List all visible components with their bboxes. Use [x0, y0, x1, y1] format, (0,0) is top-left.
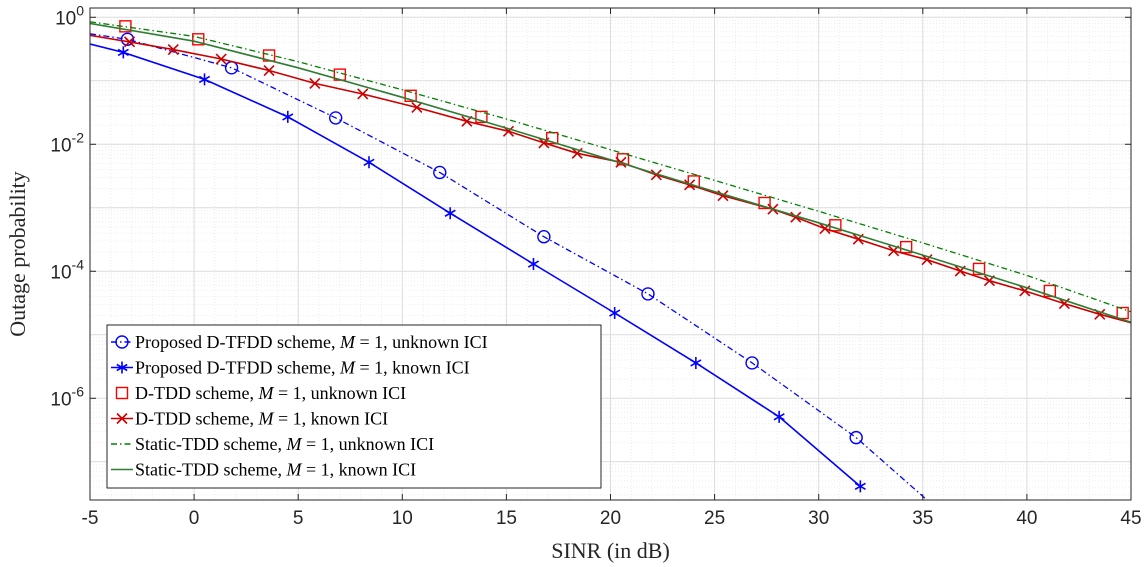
data-point-marker [263, 64, 275, 77]
legend-marker-sample [116, 412, 128, 425]
series-line [90, 21, 1131, 313]
data-point-marker [282, 110, 294, 123]
x-tick-label: 10 [392, 508, 413, 529]
data-point-marker [849, 430, 863, 445]
y-tick-label: 10-2 [50, 129, 84, 156]
data-point-marker [829, 219, 842, 232]
data-point-marker [411, 101, 423, 114]
data-point-marker [328, 111, 343, 125]
x-tick-label: 45 [1120, 508, 1141, 529]
data-point-marker [1043, 284, 1057, 298]
legend-entry-label: Static-TDD scheme, M = 1, known ICI [135, 460, 416, 480]
data-point-marker [433, 165, 447, 180]
data-point-marker [854, 480, 866, 493]
x-tick-label: 25 [704, 508, 725, 529]
data-point-marker [123, 36, 136, 48]
data-point-marker [363, 156, 375, 169]
x-tick-label: 30 [808, 508, 829, 529]
data-point-marker [309, 77, 321, 89]
x-axis-label: SINR (in dB) [551, 538, 670, 563]
data-point-marker [444, 207, 456, 220]
legend-marker-sample [115, 335, 129, 349]
legend-entry-label: Static-TDD scheme, M = 1, unknown ICI [135, 434, 434, 454]
data-point-marker [609, 307, 621, 320]
x-tick-label: 20 [600, 508, 621, 529]
data-point-marker [404, 89, 417, 102]
data-point-marker [972, 262, 986, 276]
series-5 [90, 21, 1131, 313]
data-point-marker [745, 356, 759, 370]
data-point-marker [167, 44, 179, 56]
legend-entry-label: Proposed D-TFDD scheme, M = 1, known ICI [135, 358, 470, 378]
x-tick-label: -5 [82, 508, 99, 529]
data-point-marker [117, 46, 129, 59]
data-point-marker [537, 230, 551, 244]
x-tick-label: 40 [1016, 508, 1037, 529]
data-point-marker [899, 240, 913, 254]
legend-marker-sample [115, 386, 129, 400]
y-tick-label: 10-6 [50, 383, 84, 410]
data-point-marker [650, 169, 662, 181]
data-point-marker [192, 33, 205, 46]
data-point-marker [773, 410, 785, 423]
data-point-marker [538, 137, 550, 149]
ticks: -5 0 5 10 15 20 25 30 35 40 45 100 10-2 10-4 10-6 [50, 2, 1141, 529]
data-point-marker [357, 88, 369, 100]
x-tick-label: 5 [293, 508, 304, 529]
data-point-marker [215, 53, 227, 65]
legend-entry-label: Proposed D-TFDD scheme, M = 1, unknown I… [135, 332, 488, 352]
legend-box [106, 324, 602, 489]
data-point-marker [1116, 306, 1129, 320]
y-tick-label: 100 [55, 2, 84, 29]
x-tick-label: 35 [912, 508, 933, 529]
legend-entry-label: D-TDD scheme, M = 1, unknown ICI [135, 383, 406, 403]
legend: Proposed D-TFDD scheme, M = 1, unknown I… [106, 324, 602, 489]
data-point-marker [690, 356, 702, 369]
data-point-marker [1058, 298, 1070, 310]
legend-marker-sample [116, 361, 128, 374]
data-point-marker [684, 179, 696, 191]
x-tick-label: 0 [189, 508, 200, 529]
legend-entry-label: D-TDD scheme, M = 1, known ICI [135, 409, 388, 429]
series-2 [90, 43, 866, 493]
series-6 [90, 22, 1131, 323]
data-point-marker [198, 73, 211, 86]
y-tick-label: 10-4 [50, 256, 84, 283]
y-axis-label: Outage probability [5, 171, 30, 337]
data-point-marker [758, 196, 771, 210]
grid [89, 8, 1132, 500]
data-point-marker [790, 211, 802, 223]
series-line [90, 34, 1131, 324]
data-point-marker [120, 32, 135, 46]
data-point-marker [527, 258, 540, 271]
data-point-marker [475, 110, 488, 124]
x-tick-label: 15 [496, 508, 517, 529]
data-point-marker [921, 254, 933, 266]
data-point-marker [224, 61, 239, 75]
series-layer [90, 20, 1131, 500]
data-point-marker [641, 287, 655, 301]
series-line [90, 22, 1131, 323]
